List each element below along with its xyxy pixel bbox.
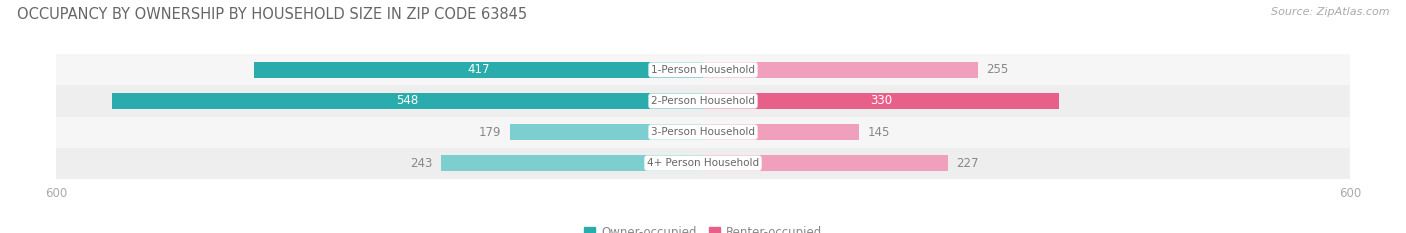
Bar bbox=[56, 116, 1350, 147]
Bar bbox=[703, 93, 1059, 109]
Bar bbox=[56, 86, 1350, 116]
Text: 145: 145 bbox=[868, 126, 890, 139]
Text: 2-Person Household: 2-Person Household bbox=[651, 96, 755, 106]
Text: 1-Person Household: 1-Person Household bbox=[651, 65, 755, 75]
Bar bbox=[253, 62, 703, 78]
Bar bbox=[441, 155, 703, 171]
Bar bbox=[56, 147, 1350, 179]
Bar bbox=[112, 93, 703, 109]
Text: 330: 330 bbox=[870, 94, 891, 107]
Text: 548: 548 bbox=[396, 94, 419, 107]
Text: 417: 417 bbox=[467, 63, 489, 76]
Bar bbox=[56, 54, 1350, 86]
Bar bbox=[703, 62, 979, 78]
Text: 227: 227 bbox=[956, 157, 979, 170]
Bar bbox=[703, 124, 859, 140]
Text: Source: ZipAtlas.com: Source: ZipAtlas.com bbox=[1271, 7, 1389, 17]
Legend: Owner-occupied, Renter-occupied: Owner-occupied, Renter-occupied bbox=[579, 221, 827, 233]
Text: OCCUPANCY BY OWNERSHIP BY HOUSEHOLD SIZE IN ZIP CODE 63845: OCCUPANCY BY OWNERSHIP BY HOUSEHOLD SIZE… bbox=[17, 7, 527, 22]
Bar bbox=[703, 155, 948, 171]
Text: 4+ Person Household: 4+ Person Household bbox=[647, 158, 759, 168]
Text: 179: 179 bbox=[479, 126, 502, 139]
Text: 255: 255 bbox=[987, 63, 1008, 76]
Text: 243: 243 bbox=[411, 157, 433, 170]
Text: 3-Person Household: 3-Person Household bbox=[651, 127, 755, 137]
Bar bbox=[510, 124, 703, 140]
